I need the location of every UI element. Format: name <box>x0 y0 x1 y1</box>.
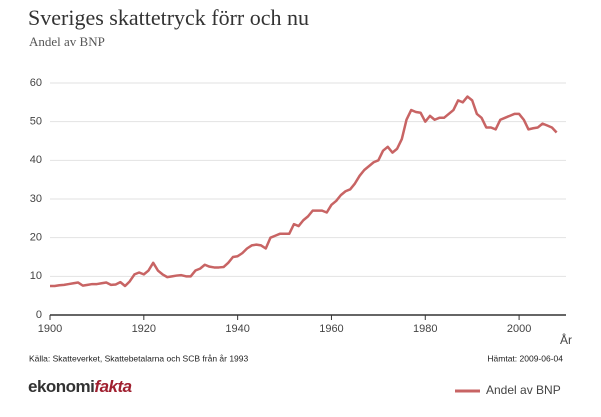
y-tick-label: 60 <box>30 77 42 89</box>
logo-second: fakta <box>94 377 131 396</box>
y-tick-label: 30 <box>30 193 42 205</box>
x-tick-label: 1920 <box>132 323 156 335</box>
x-tick-label: 2000 <box>507 323 531 335</box>
x-axis-label: År <box>560 332 572 347</box>
retrieved-date: Hämtat: 2009-06-04 <box>487 353 563 363</box>
y-tick-label: 10 <box>30 270 42 282</box>
x-tick-label: 1900 <box>38 323 62 335</box>
y-tick-label: 40 <box>30 154 42 166</box>
y-tick-label: 50 <box>30 116 42 128</box>
y-tick-label: 20 <box>30 232 42 244</box>
line <box>50 95 558 288</box>
logo: ekonomifakta <box>28 377 132 396</box>
logo-first: ekonomi <box>28 377 94 396</box>
legend-label: Andel av BNP <box>486 383 561 397</box>
y-tick-label: 0 <box>36 309 42 321</box>
x-tick-label: 1980 <box>413 323 437 335</box>
source: Källa: Skatteverket, Skattebetalarna och… <box>29 353 249 363</box>
x-tick-label: 1960 <box>319 323 343 335</box>
x-tick-label: 1940 <box>225 323 249 335</box>
chart-title: Sveriges skattetryck förr och nu <box>28 5 309 30</box>
chart-subtitle: Andel av BNP <box>29 34 105 49</box>
